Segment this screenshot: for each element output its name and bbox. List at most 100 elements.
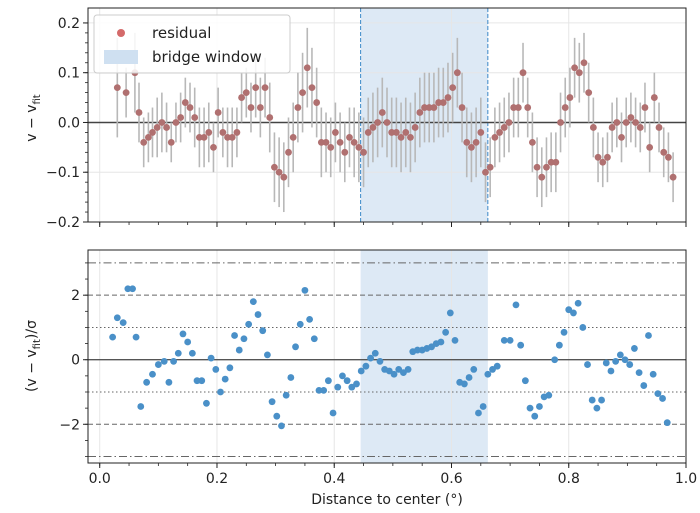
- normalized-residual-point: [465, 374, 473, 381]
- normalized-residual-point: [287, 374, 295, 381]
- residual-point: [543, 163, 550, 171]
- x-axis-label: Distance to center (°): [311, 492, 463, 508]
- residual-point: [632, 119, 639, 126]
- residual-point: [407, 133, 414, 141]
- residual-point: [622, 119, 630, 126]
- bottom-panel-frame: [87, 249, 687, 464]
- residual-point: [599, 158, 607, 166]
- bottom-x-tick-label: 0.0: [89, 471, 111, 487]
- normalized-residual-point: [124, 285, 132, 293]
- normalized-residual-point: [254, 311, 262, 318]
- residual-point: [514, 104, 522, 111]
- normalized-residual-point: [226, 364, 234, 372]
- normalized-residual-point: [626, 361, 634, 368]
- residual-point: [228, 133, 236, 141]
- normalized-residual-point: [207, 354, 215, 362]
- residual-point: [411, 124, 419, 131]
- residual-point: [486, 163, 494, 171]
- residual-point: [167, 138, 175, 146]
- normalized-residual-point: [390, 370, 398, 378]
- residual-point: [313, 99, 321, 106]
- normalized-residual-point: [612, 357, 620, 365]
- normalized-residual-point: [149, 370, 156, 378]
- normalized-residual-point: [531, 412, 539, 420]
- normalized-residual-point: [371, 349, 379, 357]
- residual-point: [505, 119, 513, 126]
- residual-point: [561, 104, 569, 111]
- normalized-residual-point: [240, 335, 248, 343]
- residual-point: [303, 64, 311, 72]
- normalized-residual-point: [179, 330, 187, 338]
- residual-point: [585, 89, 593, 97]
- residual-point: [158, 119, 166, 126]
- normalized-residual-point: [353, 380, 360, 388]
- residual-point: [113, 84, 121, 92]
- normalized-residual-point: [203, 399, 210, 407]
- residual-point: [510, 104, 518, 111]
- normalized-residual-point: [315, 386, 323, 394]
- normalized-residual-point: [640, 382, 648, 389]
- residual-point: [369, 124, 377, 131]
- normalized-residual-point: [306, 315, 314, 323]
- normalized-residual-point: [310, 335, 318, 343]
- residual-point: [482, 168, 489, 176]
- residual-point: [280, 173, 288, 181]
- normalized-residual-point: [160, 357, 168, 365]
- normalized-residual-point: [174, 349, 182, 357]
- normalized-residual-point: [521, 377, 529, 385]
- top-y-tick-label: −0.2: [46, 215, 80, 231]
- normalized-residual-point: [584, 361, 591, 368]
- normalized-residual-point: [119, 319, 127, 327]
- bottom-x-ticks: 0.0 0.2 0.4 0.6 0.8 1.0: [89, 463, 697, 487]
- residual-point: [360, 148, 367, 156]
- normalized-residual-point: [555, 341, 563, 349]
- bottom-y-ticks: −2 0 2: [59, 262, 88, 457]
- residual-point: [242, 89, 250, 97]
- residual-point: [285, 148, 292, 156]
- residual-point: [336, 138, 344, 146]
- residual-point: [181, 99, 189, 106]
- bottom-reference-lines: [88, 262, 686, 458]
- normalized-residual-point: [249, 298, 257, 306]
- normalized-residual-point: [339, 372, 346, 380]
- residual-point: [613, 119, 621, 126]
- normalized-residual-point: [154, 361, 162, 368]
- legend-residual-marker: [117, 29, 125, 37]
- residual-point: [186, 104, 194, 111]
- residual-point: [496, 129, 503, 136]
- bottom-y-tick-label: 0: [71, 353, 80, 369]
- normalized-residual-point: [165, 378, 173, 386]
- top-panel: −0.2 −0.1 0.0 0.1 0.2 residual bridge window…: [24, 7, 687, 231]
- normalized-residual-point: [235, 346, 243, 354]
- residual-point: [275, 168, 283, 176]
- residual-point: [453, 69, 461, 77]
- normalized-residual-point: [645, 332, 652, 339]
- top-y-axis-label: v − vfit: [24, 94, 43, 142]
- residual-point: [341, 148, 349, 156]
- residual-point: [317, 138, 325, 146]
- bottom-x-tick-label: 0.2: [206, 471, 228, 487]
- normalized-residual-point: [212, 366, 220, 373]
- normalized-residual-point: [137, 403, 145, 410]
- residual-point: [449, 84, 457, 92]
- normalized-residual-point: [649, 370, 657, 378]
- residual-point: [655, 124, 663, 131]
- normalized-residual-point: [296, 320, 304, 328]
- normalized-residual-point: [414, 346, 421, 354]
- residual-point: [421, 104, 428, 111]
- residual-point: [144, 133, 152, 141]
- residual-point: [660, 148, 668, 156]
- normalized-residual-point: [659, 395, 666, 402]
- residual-point: [594, 153, 602, 161]
- residual-point: [224, 133, 231, 141]
- residual-point: [322, 138, 330, 146]
- residual-point: [477, 129, 485, 136]
- normalized-residual-point: [631, 345, 638, 352]
- normalized-residual-point: [231, 332, 238, 339]
- bottom-panel: −2 0 2 0.0 0.2 0.4 0.6 0.8 1.0 (v − vfit)/σ Dis…: [24, 249, 697, 508]
- bottom-y-axis-label: (v − vfit)/σ: [24, 320, 43, 392]
- residual-point: [238, 94, 246, 101]
- residual-point: [430, 104, 438, 111]
- normalized-residual-point: [376, 357, 384, 365]
- residual-point: [172, 119, 180, 126]
